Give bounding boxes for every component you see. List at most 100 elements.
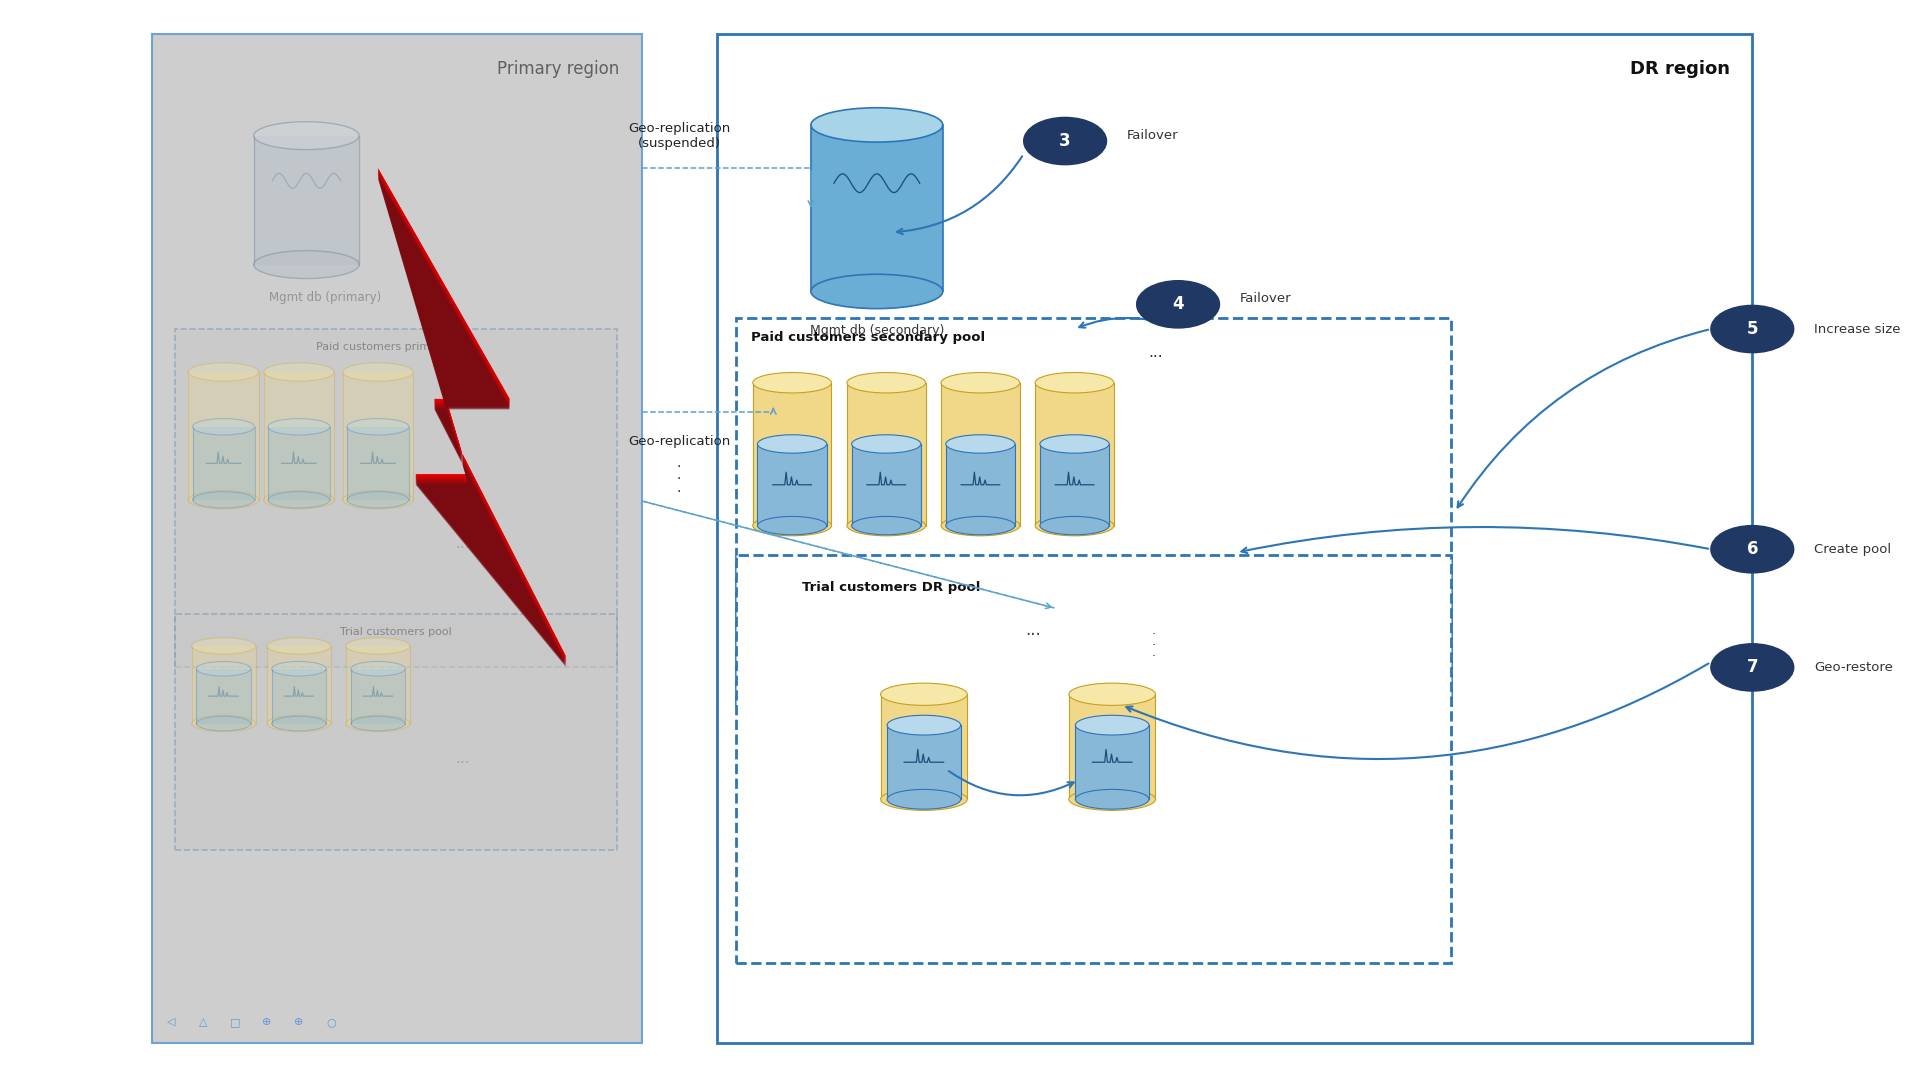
Ellipse shape [265,491,334,509]
Ellipse shape [351,661,404,676]
Text: 6: 6 [1746,541,1758,558]
Ellipse shape [941,373,1020,393]
Text: Geo-replication
(suspended): Geo-replication (suspended) [629,122,730,150]
FancyBboxPatch shape [151,33,642,1044]
Text: Failover: Failover [1240,293,1292,306]
Bar [757,444,826,526]
Bar [188,372,259,500]
Ellipse shape [1070,788,1156,810]
Bar [192,646,255,724]
Ellipse shape [192,491,255,508]
Polygon shape [378,169,566,658]
Text: ○: ○ [326,1017,335,1026]
Ellipse shape [268,419,330,435]
Polygon shape [378,173,566,662]
Text: 7: 7 [1746,658,1758,676]
Text: △: △ [199,1017,207,1026]
Polygon shape [378,174,566,663]
Circle shape [1710,526,1794,573]
Ellipse shape [757,435,826,453]
Ellipse shape [811,275,943,309]
Bar [1039,444,1110,526]
Bar [351,669,404,724]
Ellipse shape [1039,435,1110,453]
Text: Trial customers DR pool: Trial customers DR pool [801,582,980,595]
Ellipse shape [266,715,332,731]
Text: Paid customers primary pool: Paid customers primary pool [316,341,475,352]
Ellipse shape [847,373,926,393]
Text: Geo-replication: Geo-replication [629,435,730,448]
Text: Mgmt db (secondary): Mgmt db (secondary) [809,324,943,337]
FancyBboxPatch shape [174,330,617,668]
Polygon shape [378,177,566,666]
Ellipse shape [272,661,326,676]
Ellipse shape [272,716,326,731]
Ellipse shape [1035,373,1114,393]
Bar [265,372,334,500]
Polygon shape [378,172,566,660]
Ellipse shape [1035,516,1114,536]
Ellipse shape [757,517,826,535]
Text: Failover: Failover [1127,129,1179,142]
Polygon shape [378,176,566,665]
Text: ...: ... [456,536,470,551]
Ellipse shape [265,363,334,381]
Ellipse shape [192,715,255,731]
Text: ...: ... [456,752,470,766]
Ellipse shape [192,419,255,435]
Text: Paid customers secondary pool: Paid customers secondary pool [751,331,985,345]
Ellipse shape [1075,789,1148,809]
Text: Trial customers pool: Trial customers pool [339,627,452,637]
Polygon shape [378,179,566,668]
Ellipse shape [851,435,920,453]
Bar [272,669,326,724]
Polygon shape [378,173,566,662]
Polygon shape [378,169,566,658]
Ellipse shape [811,108,943,142]
FancyBboxPatch shape [717,33,1752,1044]
Ellipse shape [1070,683,1156,705]
Bar [192,426,255,500]
Ellipse shape [753,516,832,536]
Bar [941,382,1020,526]
Text: ⊕: ⊕ [263,1017,272,1026]
Ellipse shape [347,419,408,435]
Polygon shape [378,174,566,663]
Polygon shape [378,177,566,666]
Ellipse shape [196,716,251,731]
Bar [847,382,926,526]
Polygon shape [378,172,566,661]
Text: ◁: ◁ [167,1017,174,1026]
Ellipse shape [188,363,259,381]
Ellipse shape [1039,517,1110,535]
Ellipse shape [880,788,968,810]
Polygon shape [378,172,566,661]
Ellipse shape [847,516,926,536]
Polygon shape [378,171,566,659]
Bar [268,426,330,500]
Bar [753,382,832,526]
Text: ...: ... [1026,620,1041,639]
Ellipse shape [266,638,332,654]
Text: 3: 3 [1060,132,1072,150]
Polygon shape [378,168,566,657]
Bar [945,444,1014,526]
Text: 4: 4 [1173,295,1185,313]
Ellipse shape [753,373,832,393]
Text: ...: ... [1148,345,1164,360]
Ellipse shape [888,789,960,809]
Circle shape [1137,281,1219,328]
Circle shape [1710,306,1794,352]
Text: Mgmt db (primary): Mgmt db (primary) [268,292,381,305]
FancyBboxPatch shape [736,555,1451,963]
Bar [1070,695,1156,799]
Polygon shape [378,176,566,665]
Text: Create pool: Create pool [1813,543,1892,556]
Bar [343,372,414,500]
Ellipse shape [851,517,920,535]
Ellipse shape [268,491,330,508]
Ellipse shape [343,491,414,509]
Bar [880,695,968,799]
Text: □: □ [230,1017,240,1026]
Text: ·
·
·: · · · [677,460,681,500]
